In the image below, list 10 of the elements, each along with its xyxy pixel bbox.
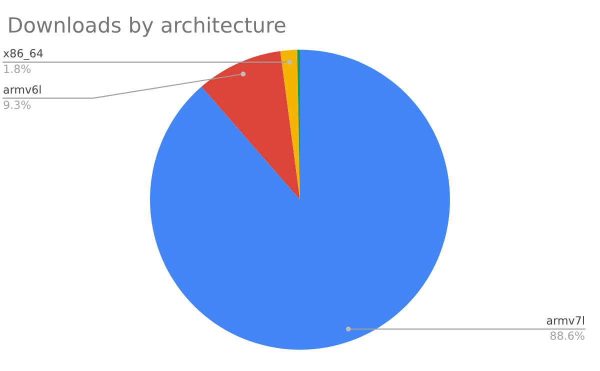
pie-slice — [202, 51, 300, 200]
slice-label: armv7l — [546, 316, 584, 325]
data-label: 9.3% — [4, 100, 31, 110]
slice-label: armv6l — [4, 85, 41, 94]
pie-slice — [150, 50, 450, 350]
data-label: 88.6% — [550, 331, 584, 340]
slice-label: x86_64 — [3, 49, 43, 60]
chart-title: Downloads by architecture — [9, 16, 286, 37]
data-label: 1.8% — [4, 64, 31, 74]
pie-slice — [280, 50, 300, 200]
